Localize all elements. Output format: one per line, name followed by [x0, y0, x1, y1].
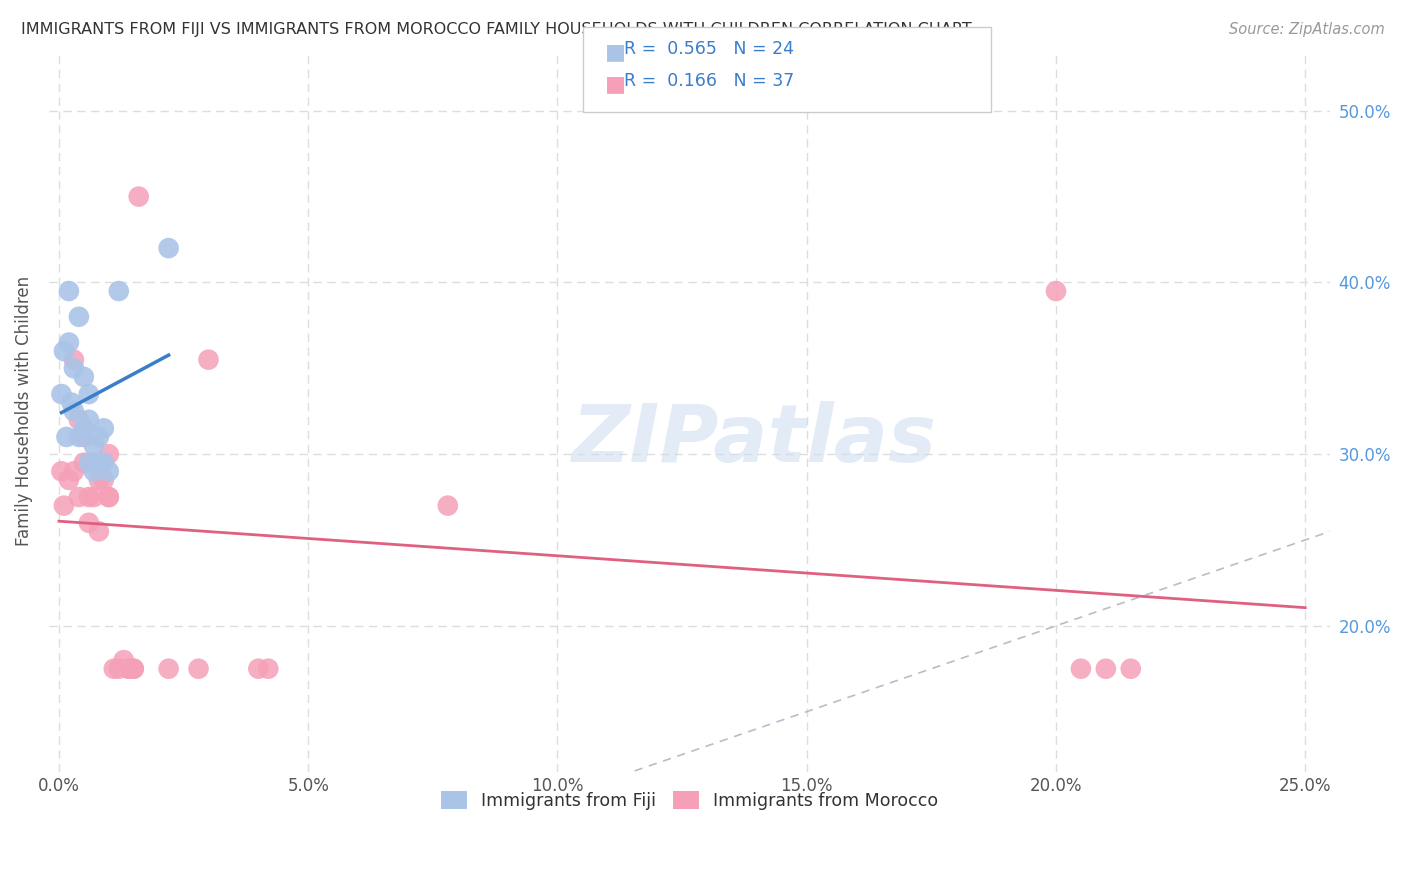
Point — [97, 490, 120, 504]
Point — [63, 404, 86, 418]
Point — [58, 284, 80, 298]
Point — [122, 662, 145, 676]
Point — [157, 241, 180, 255]
Point — [52, 499, 75, 513]
Point — [87, 524, 110, 539]
Point — [128, 189, 150, 203]
Point — [118, 662, 141, 676]
Point — [107, 662, 129, 676]
Point — [67, 430, 90, 444]
Point — [122, 662, 145, 676]
Point — [77, 490, 100, 504]
Point — [73, 369, 96, 384]
Point — [77, 456, 100, 470]
Text: R =  0.565   N = 24: R = 0.565 N = 24 — [624, 40, 794, 58]
Point — [83, 456, 105, 470]
Point — [77, 387, 100, 401]
Point — [436, 499, 458, 513]
Point — [58, 473, 80, 487]
Point — [97, 464, 120, 478]
Point — [73, 430, 96, 444]
Point — [77, 516, 100, 530]
Point — [73, 421, 96, 435]
Point — [187, 662, 209, 676]
Point — [118, 662, 141, 676]
Point — [67, 413, 90, 427]
Point — [93, 456, 115, 470]
Point — [87, 430, 110, 444]
Point — [1045, 284, 1067, 298]
Text: R =  0.166   N = 37: R = 0.166 N = 37 — [624, 72, 794, 90]
Point — [197, 352, 219, 367]
Point — [93, 421, 115, 435]
Point — [73, 456, 96, 470]
Point — [87, 473, 110, 487]
Point — [58, 335, 80, 350]
Point — [1119, 662, 1142, 676]
Point — [1070, 662, 1092, 676]
Point — [97, 490, 120, 504]
Point — [63, 352, 86, 367]
Point — [157, 662, 180, 676]
Point — [247, 662, 270, 676]
Point — [63, 464, 86, 478]
Text: ■: ■ — [605, 74, 626, 94]
Point — [97, 447, 120, 461]
Point — [63, 361, 86, 376]
Point — [107, 284, 129, 298]
Point — [83, 438, 105, 452]
Point — [55, 430, 77, 444]
Point — [52, 344, 75, 359]
Text: ■: ■ — [605, 42, 626, 62]
Point — [77, 413, 100, 427]
Point — [83, 464, 105, 478]
Point — [60, 395, 83, 409]
Point — [93, 473, 115, 487]
Text: Source: ZipAtlas.com: Source: ZipAtlas.com — [1229, 22, 1385, 37]
Point — [257, 662, 280, 676]
Text: IMMIGRANTS FROM FIJI VS IMMIGRANTS FROM MOROCCO FAMILY HOUSEHOLDS WITH CHILDREN : IMMIGRANTS FROM FIJI VS IMMIGRANTS FROM … — [21, 22, 972, 37]
Legend: Immigrants from Fiji, Immigrants from Morocco: Immigrants from Fiji, Immigrants from Mo… — [434, 784, 945, 817]
Y-axis label: Family Households with Children: Family Households with Children — [15, 277, 32, 546]
Point — [1095, 662, 1118, 676]
Point — [87, 456, 110, 470]
Point — [112, 653, 135, 667]
Point — [83, 490, 105, 504]
Point — [103, 662, 125, 676]
Point — [51, 387, 73, 401]
Point — [67, 490, 90, 504]
Point — [67, 310, 90, 324]
Text: ZIPatlas: ZIPatlas — [571, 401, 936, 479]
Point — [51, 464, 73, 478]
